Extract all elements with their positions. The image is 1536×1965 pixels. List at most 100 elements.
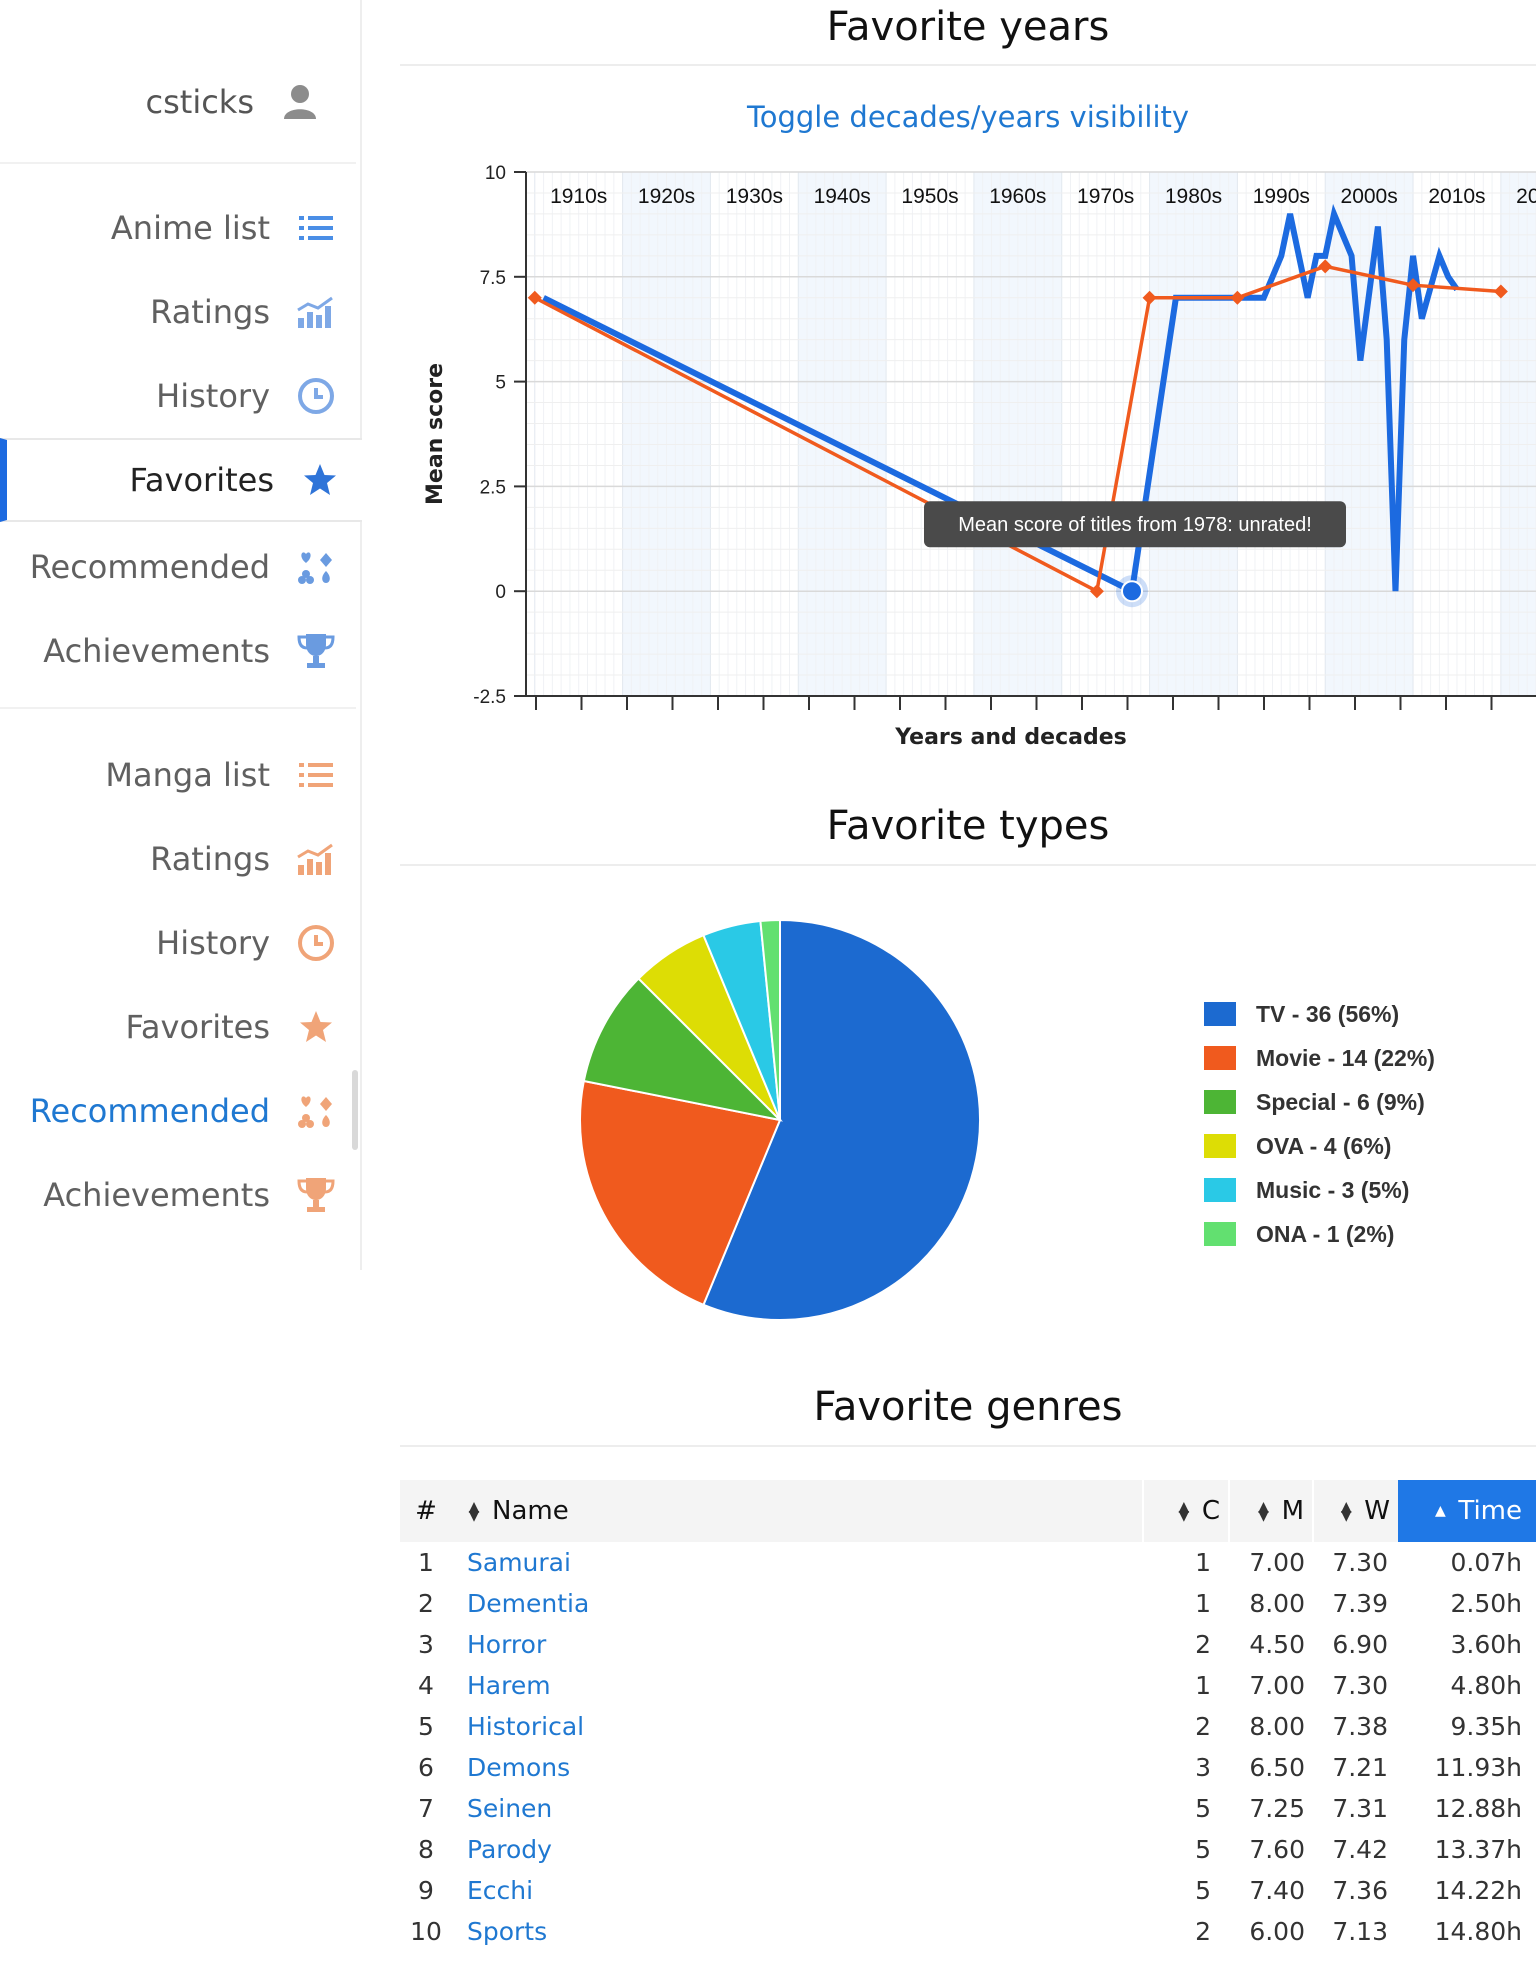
col-rank[interactable]: # bbox=[400, 1480, 452, 1542]
scrollbar[interactable] bbox=[352, 1070, 358, 1150]
sidebar-item-manga-achievements[interactable]: Achievements bbox=[0, 1160, 358, 1230]
sidebar-item-manga-ratings[interactable]: Ratings bbox=[0, 824, 358, 894]
col-w[interactable]: ▲ ▼ W bbox=[1312, 1480, 1398, 1542]
sidebar-item-anime-history[interactable]: History bbox=[0, 361, 358, 431]
genre-link[interactable]: Historical bbox=[467, 1712, 585, 1741]
legend-label: TV - 36 (56%) bbox=[1256, 1000, 1400, 1027]
series-point[interactable] bbox=[1318, 259, 1333, 274]
series-point[interactable] bbox=[527, 290, 542, 305]
legend-item[interactable]: TV - 36 (56%) bbox=[1204, 992, 1435, 1036]
col-name-label: Name bbox=[492, 1496, 569, 1526]
row-m: 7.00 bbox=[1249, 1548, 1305, 1577]
row-rank: 7 bbox=[418, 1794, 434, 1823]
genre-link[interactable]: Parody bbox=[467, 1835, 552, 1864]
toggle-decades-link[interactable]: Toggle decades/years visibility bbox=[746, 100, 1190, 134]
row-w: 6.90 bbox=[1332, 1630, 1388, 1659]
series-point[interactable] bbox=[1493, 284, 1508, 299]
favorite-types-pie bbox=[579, 918, 981, 1321]
legend-label: Special - 6 (9%) bbox=[1256, 1088, 1425, 1115]
row-w: 7.30 bbox=[1332, 1548, 1388, 1577]
row-c: 2 bbox=[1195, 1712, 1211, 1741]
user-profile-link[interactable]: csticks bbox=[0, 70, 340, 134]
row-m: 7.00 bbox=[1249, 1671, 1305, 1700]
genre-link[interactable]: Horror bbox=[467, 1630, 547, 1659]
row-c: 5 bbox=[1195, 1876, 1211, 1905]
star-icon bbox=[300, 460, 340, 500]
sidebar-item-label: Recommended bbox=[29, 1092, 270, 1130]
series-point[interactable] bbox=[1142, 290, 1157, 305]
table-row: 4 Harem 1 7.00 7.30 4.80h bbox=[400, 1665, 1536, 1706]
highlight-point[interactable] bbox=[1121, 580, 1143, 603]
sidebar-item-label: Ratings bbox=[150, 840, 270, 878]
genres-table: # ▲ ▼ Name ▲ ▼ C ▲ ▼ M ▲ ▼ W ▲ Time 1 Samurai 1 7.00… bbox=[400, 1480, 1536, 1952]
sidebar-item-anime-achievements[interactable]: Achievements bbox=[0, 616, 358, 686]
legend-item[interactable]: Special - 6 (9%) bbox=[1204, 1080, 1435, 1124]
sidebar-item-manga-history[interactable]: History bbox=[0, 908, 358, 978]
col-m[interactable]: ▲ ▼ M bbox=[1228, 1480, 1313, 1542]
pie-slice[interactable] bbox=[582, 977, 784, 1122]
row-rank: 8 bbox=[418, 1835, 434, 1864]
legend-item[interactable]: OVA - 4 (6%) bbox=[1204, 1124, 1435, 1168]
sidebar-item-anime-recommended[interactable]: Recommended bbox=[0, 532, 358, 602]
sidebar-item-anime-favorites[interactable]: Favorites bbox=[0, 438, 362, 522]
pie-slice[interactable] bbox=[579, 1079, 782, 1307]
row-c: 5 bbox=[1195, 1835, 1211, 1864]
row-m: 6.00 bbox=[1249, 1917, 1305, 1946]
decade-label: 1980s bbox=[1165, 185, 1222, 208]
row-m: 7.60 bbox=[1249, 1835, 1305, 1864]
series-point[interactable] bbox=[1406, 278, 1421, 293]
y-tick-label: 0 bbox=[495, 582, 506, 603]
row-c: 2 bbox=[1195, 1630, 1211, 1659]
genre-link[interactable]: Seinen bbox=[467, 1794, 553, 1823]
row-name: Dementia bbox=[452, 1583, 1143, 1624]
row-rank: 4 bbox=[418, 1671, 434, 1700]
genre-link[interactable]: Dementia bbox=[467, 1589, 590, 1618]
genre-link[interactable]: Samurai bbox=[467, 1548, 571, 1577]
legend-swatch bbox=[1204, 1090, 1236, 1114]
row-name: Seinen bbox=[452, 1788, 1143, 1829]
sidebar-item-manga-list[interactable]: Manga list bbox=[0, 740, 358, 810]
y-tick-label: 2.5 bbox=[480, 477, 506, 498]
table-header-row: # ▲ ▼ Name ▲ ▼ C ▲ ▼ M ▲ ▼ W ▲ Time bbox=[400, 1480, 1536, 1542]
genre-link[interactable]: Sports bbox=[467, 1917, 548, 1946]
sidebar-item-label: Achievements bbox=[43, 1176, 270, 1214]
row-c: 1 bbox=[1195, 1671, 1211, 1700]
row-time: 14.22h bbox=[1434, 1876, 1522, 1905]
series-point[interactable] bbox=[1089, 584, 1104, 599]
sidebar-item-manga-favorites[interactable]: Favorites bbox=[0, 992, 358, 1062]
sidebar-item-anime-list[interactable]: Anime list bbox=[0, 193, 358, 263]
legend-item[interactable]: Music - 3 (5%) bbox=[1204, 1168, 1435, 1212]
divider bbox=[0, 707, 356, 709]
bar-chart-icon bbox=[296, 839, 336, 879]
pie-slice[interactable] bbox=[702, 918, 981, 1321]
row-c: 5 bbox=[1195, 1794, 1211, 1823]
table-row: 8 Parody 5 7.60 7.42 13.37h bbox=[400, 1829, 1536, 1870]
genre-link[interactable]: Harem bbox=[467, 1671, 551, 1700]
sidebar: csticks Anime list Ratings History Favor… bbox=[0, 0, 362, 1270]
legend-label: OVA - 4 (6%) bbox=[1256, 1132, 1392, 1159]
legend-swatch bbox=[1204, 1134, 1236, 1158]
col-c[interactable]: ▲ ▼ C bbox=[1142, 1480, 1229, 1542]
legend-item[interactable]: ONA - 1 (2%) bbox=[1204, 1212, 1435, 1256]
decade-label: 1970s bbox=[1077, 185, 1134, 208]
legend-swatch bbox=[1204, 1222, 1236, 1246]
series-point[interactable] bbox=[1230, 290, 1245, 305]
y-tick-label: -2.5 bbox=[473, 687, 506, 708]
pie-legend: TV - 36 (56%) Movie - 14 (22%) Special - 6… bbox=[1204, 992, 1435, 1256]
genre-link[interactable]: Ecchi bbox=[467, 1876, 534, 1905]
sidebar-item-manga-recommended[interactable]: Recommended bbox=[0, 1076, 358, 1146]
genre-link[interactable]: Demons bbox=[467, 1753, 571, 1782]
row-name: Ecchi bbox=[452, 1870, 1143, 1911]
col-name[interactable]: ▲ ▼ Name bbox=[452, 1480, 1143, 1542]
favorite-years-title: Favorite years bbox=[826, 4, 1110, 50]
pie-slice[interactable] bbox=[759, 918, 781, 1121]
x-axis-title: Years and decades bbox=[894, 725, 1127, 750]
sidebar-item-anime-ratings[interactable]: Ratings bbox=[0, 277, 358, 347]
table-row: 10 Sports 2 6.00 7.13 14.80h bbox=[400, 1911, 1536, 1952]
history-icon bbox=[296, 923, 336, 963]
row-rank: 6 bbox=[418, 1753, 434, 1782]
username: csticks bbox=[145, 83, 255, 121]
col-time[interactable]: ▲ Time bbox=[1398, 1480, 1536, 1542]
plot-area bbox=[526, 171, 1536, 697]
legend-item[interactable]: Movie - 14 (22%) bbox=[1204, 1036, 1435, 1080]
